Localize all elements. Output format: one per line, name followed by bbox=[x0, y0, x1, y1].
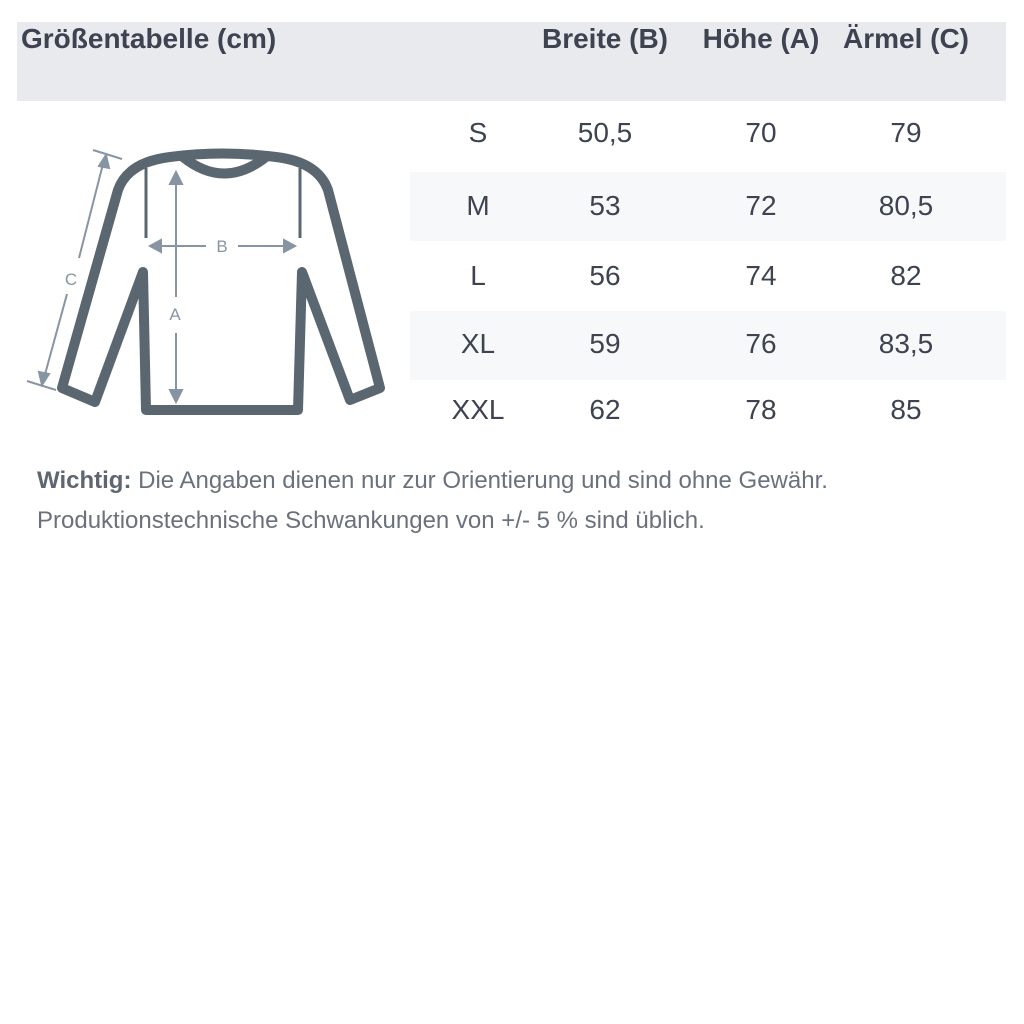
sweater-diagram: A B C bbox=[26, 148, 385, 415]
size-label: S bbox=[468, 117, 488, 148]
measurement-arrows bbox=[26, 149, 298, 405]
cell-breite: 50,5 bbox=[577, 117, 633, 148]
label-b: B bbox=[216, 237, 227, 256]
cell-aermel: 82 bbox=[890, 260, 922, 291]
cell-hoehe: 74 bbox=[745, 260, 777, 291]
cell-breite: 59 bbox=[589, 328, 621, 359]
size-label: XL bbox=[460, 328, 496, 359]
note: Wichtig: Die Angaben dienen nur zur Orie… bbox=[37, 461, 828, 541]
note-line-1: Die Angaben dienen nur zur Orientierung … bbox=[131, 467, 828, 494]
cell-aermel: 83,5 bbox=[878, 328, 934, 359]
sweater-outline-icon bbox=[57, 148, 385, 415]
label-c: C bbox=[65, 270, 77, 289]
row-stripe bbox=[410, 311, 1006, 380]
page-title: Größentabelle (cm) bbox=[21, 23, 277, 54]
column-header-aermel: Ärmel (C) bbox=[842, 23, 970, 54]
cell-aermel: 79 bbox=[890, 117, 922, 148]
size-label: L bbox=[470, 260, 486, 291]
size-label: XXL bbox=[451, 394, 505, 425]
size-label: M bbox=[466, 190, 490, 221]
cell-hoehe: 72 bbox=[745, 190, 777, 221]
row-stripe bbox=[410, 172, 1006, 241]
cell-hoehe: 78 bbox=[745, 394, 777, 425]
cell-aermel: 80,5 bbox=[878, 190, 934, 221]
cell-breite: 62 bbox=[589, 394, 621, 425]
note-label: Wichtig: bbox=[37, 467, 132, 494]
cell-aermel: 85 bbox=[890, 394, 922, 425]
table-header bbox=[17, 22, 1006, 101]
cell-hoehe: 76 bbox=[745, 328, 777, 359]
cell-breite: 53 bbox=[589, 190, 621, 221]
note-line-2: Produktionstechnische Schwankungen von +… bbox=[37, 507, 705, 534]
column-header-breite: Breite (B) bbox=[541, 23, 669, 54]
cell-hoehe: 70 bbox=[745, 117, 777, 148]
cell-breite: 56 bbox=[589, 260, 621, 291]
label-a: A bbox=[169, 305, 181, 324]
column-header-hoehe: Höhe (A) bbox=[702, 23, 820, 54]
